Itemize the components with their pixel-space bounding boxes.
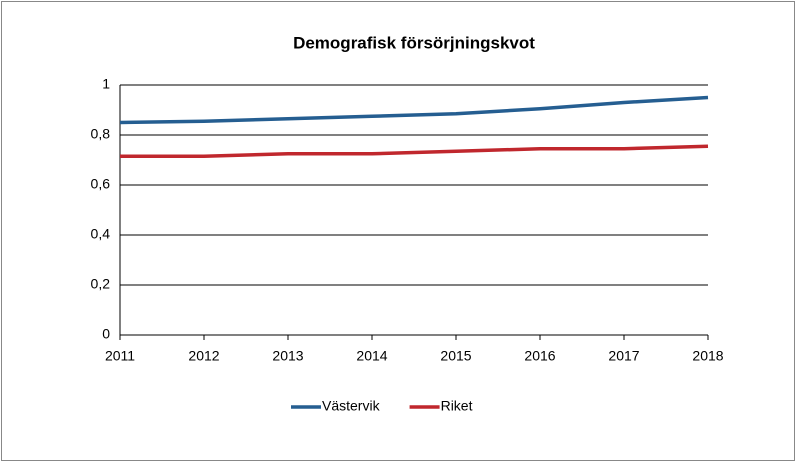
y-tick-label: 0,4: [91, 226, 111, 242]
x-tick-label: 2014: [356, 348, 387, 364]
series-line: [120, 144, 709, 158]
legend-label: Riket: [441, 398, 473, 414]
x-tick-label: 2013: [272, 348, 303, 364]
y-tick-label: 1: [102, 76, 110, 92]
y-tick-label: 0,2: [91, 276, 111, 292]
x-tick-label: 2017: [608, 348, 639, 364]
legend-label: Västervik: [322, 398, 381, 414]
x-tick-label: 2016: [524, 348, 555, 364]
series-line: [119, 95, 709, 125]
chart-title: Demografisk försörjningskvot: [293, 33, 535, 52]
y-tick-label: 0: [102, 326, 110, 342]
x-tick-label: 2018: [692, 348, 723, 364]
x-tick-label: 2012: [188, 348, 219, 364]
y-tick-label: 0,6: [91, 176, 111, 192]
x-tick-label: 2015: [440, 348, 471, 364]
x-tick-label: 2011: [105, 348, 135, 364]
y-tick-label: 0,8: [91, 126, 111, 142]
